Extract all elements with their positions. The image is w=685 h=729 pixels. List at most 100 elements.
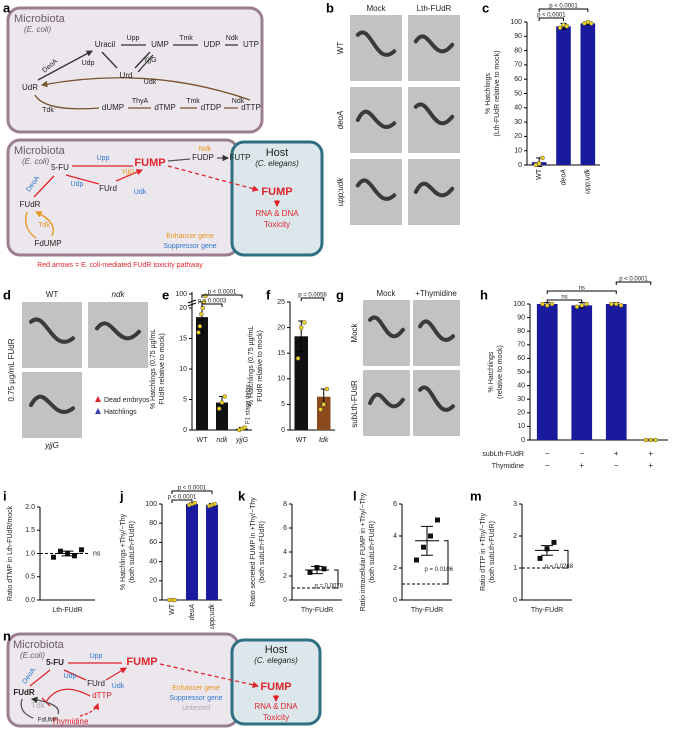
bar <box>206 504 218 600</box>
bar <box>536 304 558 440</box>
legend-entry: Enhancer gene <box>172 685 220 692</box>
metabolite: FUTP <box>230 153 251 162</box>
data-point <box>545 303 550 308</box>
metabolite: UMP <box>151 40 169 49</box>
y-tick-label: 40 <box>514 105 522 112</box>
bracket <box>171 490 213 494</box>
y-axis-label: (Lth-FUdR relative to mock) <box>494 51 501 137</box>
x-tick-label: ndk <box>216 437 228 444</box>
x-tick-label: deoA <box>560 169 567 186</box>
enzyme: YjjG <box>143 57 156 64</box>
y-axis-label: (relative to mock) <box>497 345 504 399</box>
data-point <box>574 304 580 309</box>
y-tick-label: 40 <box>149 558 157 565</box>
enzyme: Upp <box>90 653 103 660</box>
panel-label: d <box>3 287 11 302</box>
enzyme: Tdk <box>31 701 45 710</box>
host-node: FUMP <box>261 186 292 198</box>
y-tick-label: 0.5 <box>25 574 35 581</box>
enzyme: Tdk <box>42 107 54 114</box>
panel-label: c <box>482 0 489 15</box>
row-label: deoA <box>336 111 345 130</box>
y-tick-label: 5 <box>183 396 187 403</box>
metabolite: UdR <box>22 83 38 92</box>
metabolite: dTMP <box>154 103 175 112</box>
metabolite: Uracil <box>95 40 116 49</box>
data-point <box>295 356 301 361</box>
data-point <box>172 597 178 603</box>
host-node: Toxicity <box>263 713 289 722</box>
significance-bracket <box>564 549 569 569</box>
worm <box>418 385 455 412</box>
y-tick-label: 10 <box>514 148 522 155</box>
y-tick-label: 0 <box>153 597 157 604</box>
panel-label: b <box>326 0 334 15</box>
bar <box>196 317 208 430</box>
y-axis-label: (both subLth-FUdR) <box>489 521 496 583</box>
table-sign: − <box>545 449 550 458</box>
column-label: Lth-FUdR <box>417 4 452 13</box>
metabolite: 5-FU <box>51 163 69 172</box>
data-point <box>299 325 304 330</box>
data-point <box>421 544 426 550</box>
y-tick-label: 0 <box>521 437 525 444</box>
y-tick-label: 20 <box>517 410 525 417</box>
row-label: Mock <box>350 322 359 342</box>
data-point <box>609 301 614 307</box>
y-tick-label: 40 <box>517 382 525 389</box>
data-point <box>200 305 205 311</box>
y-tick-label: 10 <box>277 376 285 383</box>
bracket-label: p < 0.0001 <box>178 486 207 492</box>
data-point <box>653 437 658 443</box>
x-tick-label: yjjG <box>235 437 249 444</box>
photo-label: WT <box>46 290 59 299</box>
bracket-label: p < 0.0001 <box>208 290 237 296</box>
table-sign: + <box>579 461 584 470</box>
host-box <box>230 638 322 726</box>
y-axis-label: Ratio intracellular FUMP in +Thy/−Thy <box>360 492 367 611</box>
annotation: ns <box>93 550 101 557</box>
enzyme: Tdk <box>38 222 50 229</box>
metabolite: FUrd <box>87 679 105 688</box>
y-tick-label: 80 <box>514 47 522 54</box>
host-box <box>230 140 324 257</box>
data-point <box>564 24 570 29</box>
y-axis-label: (both subLth-FUdR) <box>129 521 136 583</box>
bracket <box>546 290 617 294</box>
data-point <box>216 406 222 411</box>
bracket-label: p = 0.0058 <box>298 293 327 299</box>
y-axis-label: % Hatchlings <box>485 73 492 114</box>
y-axis-label: % Hatchlings (0.75 µg/mL <box>150 329 157 409</box>
x-tick-label: WT <box>536 168 543 180</box>
y-tick-label: 8 <box>283 501 287 508</box>
y-tick-label: 2 <box>393 565 397 572</box>
host-node: RNA & DNA <box>255 209 299 218</box>
y-tick-label: 6 <box>283 525 287 532</box>
data-point <box>549 301 555 307</box>
table-sign: − <box>545 461 550 470</box>
data-point <box>435 517 440 523</box>
y-axis-label: % Hatchlings <box>488 351 495 392</box>
x-tick-label: Thy-FUdR <box>531 607 563 614</box>
data-point <box>302 320 307 325</box>
y-tick-label: 0 <box>393 597 397 604</box>
p-value: p = 0.0268 <box>545 564 574 570</box>
y-axis-label: FUdR relative to mock) <box>257 330 264 402</box>
y-tick-label: 100 <box>145 501 157 508</box>
table-label: Thymidine <box>492 463 524 470</box>
y-tick-label: 20 <box>149 578 157 585</box>
metabolite: FdUMP <box>34 239 61 248</box>
metabolite: FUrd <box>99 184 117 193</box>
bracket <box>171 499 193 503</box>
bracket-label: p < 0.0001 <box>537 13 566 19</box>
enzyme: ThyA <box>132 98 149 105</box>
x-tick-label: Thy-FUdR <box>301 607 333 614</box>
data-point <box>307 569 313 575</box>
data-point <box>614 301 619 307</box>
y-tick-label: 80 <box>149 520 157 527</box>
host-organism: (C. elegans) <box>254 656 298 665</box>
box-organism: (E.coli) <box>20 651 45 660</box>
y-tick-label: 15 <box>179 335 187 342</box>
error-bar <box>311 565 323 575</box>
